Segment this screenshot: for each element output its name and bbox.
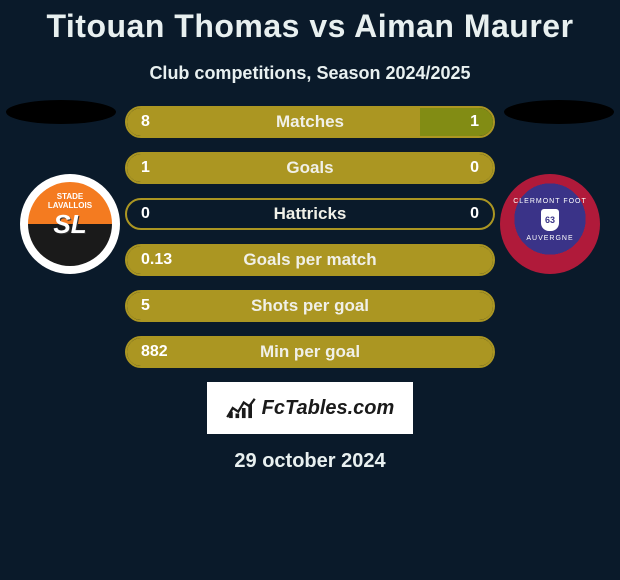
- stat-label: Goals per match: [127, 246, 493, 274]
- club-right-badge: 63: [541, 209, 559, 231]
- club-right-bottext: AUVERGNE: [526, 235, 573, 242]
- stats-bars: Matches81Goals10Hattricks00Goals per mat…: [125, 106, 495, 368]
- club-logo-right: CLERMONT FOOT 63 AUVERGNE: [500, 174, 600, 274]
- comparison-area: STADELAVALLOIS SL CLERMONT FOOT 63 AUVER…: [0, 106, 620, 368]
- player-shadow-left: [6, 100, 116, 124]
- stat-label: Hattricks: [127, 200, 493, 228]
- footer-brand-text: FcTables.com: [262, 397, 395, 420]
- stat-value-right: 0: [470, 200, 479, 228]
- stat-label: Shots per goal: [127, 292, 493, 320]
- club-left-toptext: STADELAVALLOIS: [28, 192, 112, 210]
- stat-label: Goals: [127, 154, 493, 182]
- page-title: Titouan Thomas vs Aiman Maurer: [0, 0, 620, 45]
- stat-row: Shots per goal5: [125, 290, 495, 322]
- subtitle: Club competitions, Season 2024/2025: [0, 63, 620, 84]
- stat-label: Min per goal: [127, 338, 493, 366]
- player-shadow-right: [504, 100, 614, 124]
- stat-row: Hattricks0 0: [125, 198, 495, 230]
- date-label: 29 october 2024: [0, 450, 620, 473]
- stat-row: Goals per match0.13: [125, 244, 495, 276]
- stat-value-left: 1: [141, 154, 150, 182]
- stat-value-left: 8: [141, 108, 150, 136]
- stat-value-left: 0: [141, 200, 150, 228]
- stat-row: Goals1 0: [125, 152, 495, 184]
- stat-label: Matches: [127, 108, 493, 136]
- club-logo-left: STADELAVALLOIS SL: [20, 174, 120, 274]
- stat-value-left: 5: [141, 292, 150, 320]
- stat-row: Min per goal882: [125, 336, 495, 368]
- stat-value-right: 1: [470, 108, 479, 136]
- club-right-toptext: CLERMONT FOOT: [513, 198, 587, 205]
- footer-brand-logo: FcTables.com: [207, 382, 413, 434]
- stat-value-right: 0: [470, 154, 479, 182]
- stat-row: Matches8 1: [125, 106, 495, 138]
- chart-icon: [226, 397, 256, 419]
- club-left-abbrev: SL: [53, 209, 86, 240]
- stat-value-left: 882: [141, 338, 168, 366]
- stat-value-left: 0.13: [141, 246, 172, 274]
